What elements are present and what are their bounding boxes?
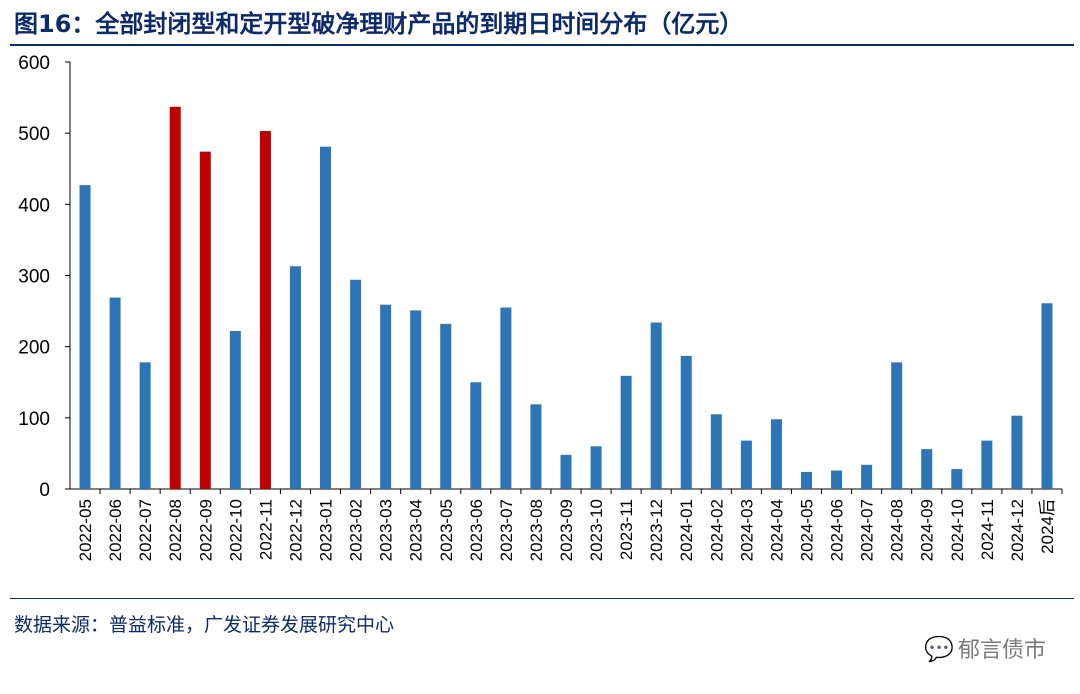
bar-2022-09 [199,151,211,490]
bar-2022-12 [289,266,301,489]
bar-2024-07 [861,464,873,489]
x-tick-label: 2023-07 [497,499,516,561]
bar-2022-08 [169,106,181,490]
bar-2024-11 [981,440,993,489]
x-axis: 2022-05 2022-06 2022-07 2022-08 2022-09 2022-… [70,488,1063,561]
x-tick-label: 2023-01 [317,499,336,561]
x-tick-label: 2023-02 [347,499,366,561]
bar-2023-02 [350,279,362,489]
x-tick-label: 2022-05 [76,499,95,561]
x-tick-label: 2024-05 [797,499,816,561]
bar-2023-11 [620,375,632,489]
y-tick-label: 600 [18,53,50,74]
x-tick-label: 2022-07 [136,499,155,561]
source-divider [10,598,1074,599]
bar-2024-06 [831,470,843,489]
x-tick-label: 2023-12 [647,499,666,561]
bar-2022-07 [139,362,151,489]
x-tick-label: 2023-06 [467,499,486,561]
bar-2024-01 [680,355,692,489]
y-tick-label: 100 [18,409,50,430]
bar-2023-12 [650,322,662,489]
y-tick-label: 400 [18,195,50,216]
x-tick-label: 2024-08 [888,499,907,561]
x-tick-label: 2024-10 [948,499,967,561]
bar-2024-03 [740,440,752,489]
y-tick-label: 0 [39,480,50,501]
x-tick-label: 2022-08 [166,499,185,561]
bar-2023-05 [440,323,452,489]
x-tick-label: 2024-06 [828,499,847,561]
title-divider [10,44,1074,46]
bar-2023-07 [500,307,512,489]
y-tick-label: 200 [18,338,50,359]
bar-2023-09 [560,454,572,489]
x-tick-label: 2023-11 [617,499,636,560]
x-tick-label: 2023-05 [437,499,456,561]
bar-2023-01 [320,146,332,489]
bar-2022-06 [109,297,121,489]
x-tick-label: 2024-01 [677,499,696,561]
x-tick-label: 2023-03 [377,499,396,561]
x-tick-label: 2024-02 [707,499,726,561]
x-tick-label: 2023-08 [527,499,546,561]
x-tick-label: 2023-09 [557,499,576,561]
y-tick-label: 500 [18,124,50,145]
bar-2022-05 [79,185,91,489]
bar-2022-11 [259,131,271,489]
y-tick-label: 300 [18,267,50,288]
bar-2023-10 [590,446,602,489]
x-tick-label: 2022-11 [256,499,275,560]
x-tick-label: 2022-10 [226,499,245,561]
bars [79,106,1053,490]
x-tick-label: 2024-03 [737,499,756,561]
x-tick-label: 2022-06 [106,499,125,561]
x-tick-label: 2024-07 [858,499,877,561]
bar-2024-02 [710,414,722,489]
bar-2022-10 [229,331,241,489]
x-tick-label: 2023-04 [407,499,426,561]
bar-2023-04 [410,310,422,489]
x-tick-label: 2023-10 [587,499,606,561]
watermark: 💬 郁言债市 [924,632,1046,664]
x-tick-label: 2024-11 [978,499,997,560]
wechat-icon: 💬 [924,635,954,663]
x-tick-label: 2024-04 [767,499,786,561]
bar-2024-04 [770,419,782,489]
bar-2024-10 [951,469,963,489]
bar-2024-12 [1011,415,1023,489]
bar-2023-08 [530,404,542,489]
bar-2024-05 [800,471,812,489]
x-tick-label: 2024后 [1038,499,1057,554]
chart-title: 图16：全部封闭型和定开型破净理财产品的到期日时间分布（亿元） [14,10,744,38]
bar-2023-06 [470,382,482,489]
source-note: 数据来源：普益标准，广发证券发展研究中心 [14,614,395,636]
bar-2024-09 [921,449,933,489]
bar-2023-03 [380,304,392,489]
x-tick-label: 2022-09 [196,499,215,561]
x-tick-label: 2022-12 [286,499,305,561]
bar-2024后 [1041,303,1053,489]
bar-2024-08 [891,362,903,489]
watermark-text: 郁言债市 [957,638,1046,663]
y-axis: 0 100 200 300 400 500 600 [18,53,71,501]
x-tick-label: 2024-12 [1008,499,1027,561]
x-tick-label: 2024-09 [918,499,937,561]
